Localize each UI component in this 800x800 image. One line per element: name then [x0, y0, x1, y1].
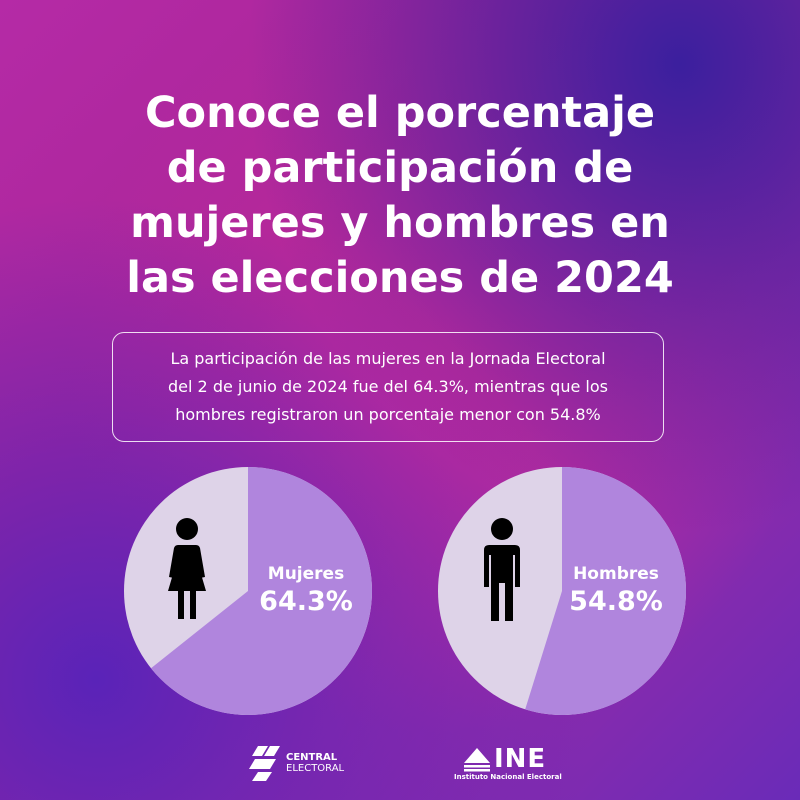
central-electoral-mark-icon	[249, 746, 280, 781]
data-label: 54.8%	[569, 586, 663, 617]
title-line: las elecciones de 2024	[126, 253, 674, 303]
logo-line: CENTRAL	[286, 752, 338, 763]
description-line: La participación de las mujeres en la Jo…	[170, 349, 606, 368]
description-box: La participación de las mujeres en la Jo…	[112, 332, 664, 442]
ine-mark-icon	[464, 748, 490, 772]
title-line: Conoce el porcentaje	[144, 88, 656, 138]
description-line: del 2 de junio de 2024 fue del 64.3%, mi…	[168, 377, 608, 396]
central-electoral-logo: CENTRAL ELECTORAL	[248, 744, 358, 782]
logo-line: ELECTORAL	[286, 763, 345, 774]
central-electoral-logo-text: CENTRAL ELECTORAL	[286, 752, 344, 774]
ine-logo-name: INE	[494, 744, 547, 774]
woman-icon	[168, 518, 206, 619]
man-icon	[484, 518, 520, 621]
pie-chart-mujeres: Mujeres 64.3%	[124, 467, 372, 715]
description-text: La participación de las mujeres en la Jo…	[113, 345, 663, 429]
pie-slice-hombres	[525, 467, 686, 715]
description-line: hombres registraron un porcentaje menor …	[175, 405, 601, 424]
data-label: 64.3%	[259, 586, 353, 617]
pie-chart-hombres: Hombres 54.8%	[438, 467, 686, 715]
title-line: de participación de	[166, 143, 634, 193]
title-line: mujeres y hombres en	[130, 198, 670, 248]
pie-svg	[438, 467, 686, 715]
pie-label-mujeres: Mujeres 64.3%	[251, 563, 361, 619]
pie-label-hombres: Hombres 54.8%	[561, 563, 671, 619]
page-title: Conoce el porcentaje de participación de…	[40, 86, 760, 306]
series-name: Hombres	[573, 564, 659, 584]
ine-logo-subtitle: Instituto Nacional Electoral	[454, 773, 562, 781]
ine-logo: INE Instituto Nacional Electoral	[452, 744, 570, 784]
pie-svg	[124, 467, 372, 715]
series-name: Mujeres	[267, 564, 345, 584]
pie-slice-mujeres	[150, 467, 372, 715]
